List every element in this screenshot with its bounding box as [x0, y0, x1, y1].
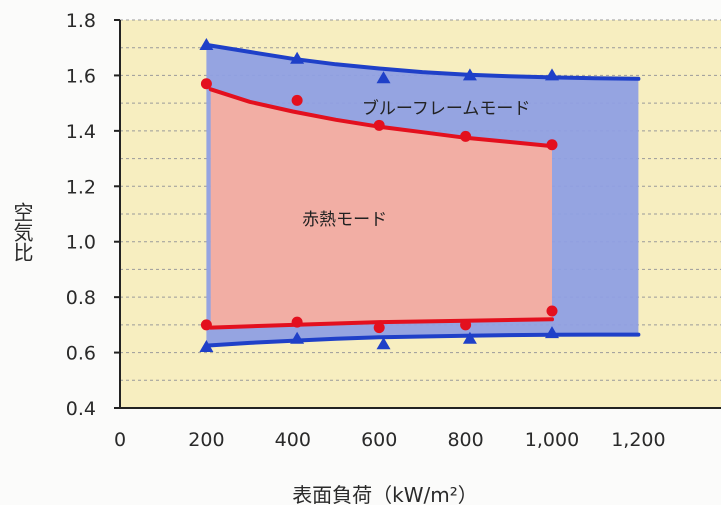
series-3-point — [200, 319, 212, 331]
series-4-point — [545, 326, 559, 339]
region-red-heat — [210, 89, 552, 328]
series-4-point — [376, 337, 391, 350]
series-4-point — [199, 340, 214, 353]
series-1-line — [204, 42, 641, 81]
x-tick-label: 0 — [114, 429, 126, 451]
y-tick-label: 1.8 — [66, 10, 96, 32]
x-tick-label: 400 — [275, 429, 311, 451]
y-tick-label: 0.8 — [66, 287, 96, 309]
series-1-point — [462, 68, 477, 81]
series-4-line — [204, 332, 641, 348]
x-axis-label: 表面負荷（kW/m²） — [292, 483, 478, 505]
series-2-point — [546, 139, 558, 151]
y-axis-label: 空気比 — [10, 202, 34, 262]
series-3-point — [291, 316, 303, 328]
region-label: ブルーフレームモード — [362, 98, 530, 119]
series-3-point — [546, 305, 558, 317]
regions — [206, 44, 639, 346]
series-4-point — [462, 331, 477, 344]
region-label: 赤熱モード — [302, 210, 387, 230]
series-3-line — [208, 317, 554, 330]
axes — [114, 19, 721, 409]
series-2-point — [460, 130, 472, 142]
series-3-point — [373, 322, 385, 334]
y-tick-label: 1.6 — [66, 65, 96, 87]
x-tick-label: 1,000 — [525, 429, 579, 451]
series-1-point — [290, 51, 305, 64]
series-1-point — [376, 71, 391, 84]
series-4-point — [290, 331, 305, 344]
series-2-point — [200, 78, 212, 90]
y-tick-label: 1.4 — [66, 121, 96, 143]
series-2-point — [373, 119, 385, 131]
series-3-point — [460, 319, 472, 331]
series-1-point — [545, 68, 559, 81]
y-tick-label: 1.0 — [66, 232, 96, 254]
ticks: 0.4 0.6 0.8 1.0 1.2 1.4 1.6 1.8 0 200 400 600 800 1,0… — [66, 10, 666, 451]
series-2-point — [291, 94, 303, 106]
x-tick-label: 1,200 — [611, 429, 665, 451]
x-tick-label: 200 — [188, 429, 224, 451]
y-tick-label: 1.2 — [66, 176, 96, 198]
x-tick-label: 800 — [447, 429, 483, 451]
y-tick-label: 0.4 — [66, 398, 96, 420]
y-tick-label: 0.6 — [66, 343, 96, 365]
markers — [199, 37, 559, 353]
series-1-point — [199, 37, 214, 50]
x-tick-label: 600 — [361, 429, 397, 451]
